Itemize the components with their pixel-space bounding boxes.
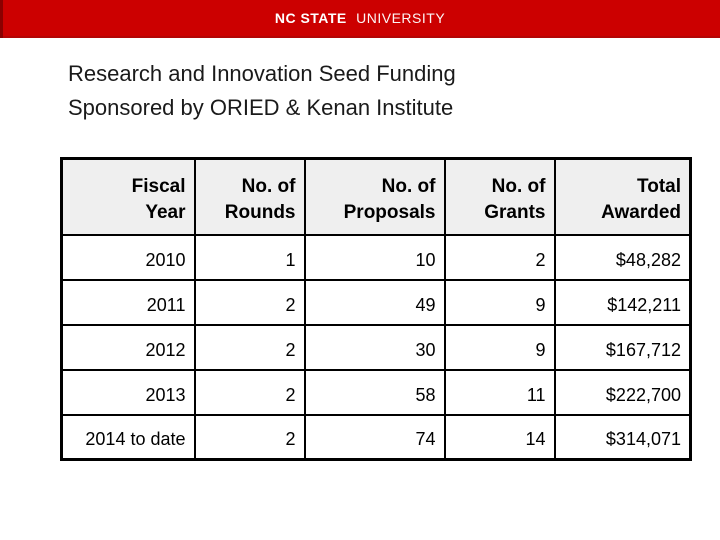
cell-grants: 9 — [443, 323, 556, 371]
slide-title: Research and Innovation Seed Funding Spo… — [68, 57, 456, 125]
cell-total: $142,211 — [553, 278, 692, 326]
cell-proposals: 49 — [303, 278, 446, 326]
col-header-grants: No. of Grants — [443, 157, 556, 236]
banner-left-edge — [0, 0, 3, 38]
col-header-total-awarded: Total Awarded — [553, 157, 692, 236]
col-header-line: No. of — [241, 175, 296, 197]
table-row-2010: 2010 1 10 2 $48,282 — [60, 233, 692, 281]
cell-rounds: 2 — [193, 413, 306, 461]
cell-proposals: 10 — [303, 233, 446, 281]
cell-fiscal-year: 2010 — [60, 233, 196, 281]
cell-total: $222,700 — [553, 368, 692, 416]
cell-rounds: 2 — [193, 278, 306, 326]
seed-funding-table: Fiscal Year No. of Rounds No. of Proposa… — [60, 157, 692, 461]
cell-total: $48,282 — [553, 233, 692, 281]
table-row-2013: 2013 2 58 11 $222,700 — [60, 368, 692, 416]
table-row-2011: 2011 2 49 9 $142,211 — [60, 278, 692, 326]
logo-university: UNIVERSITY — [356, 10, 446, 26]
cell-grants: 9 — [443, 278, 556, 326]
col-header-line: Rounds — [224, 201, 296, 223]
table-row-2014-to-date: 2014 to date 2 74 14 $314,071 — [60, 413, 692, 461]
col-header-line: No. of — [491, 175, 546, 197]
col-header-line: Fiscal — [131, 175, 186, 197]
col-header-fiscal-year: Fiscal Year — [60, 157, 196, 236]
slide-title-line1: Research and Innovation Seed Funding — [68, 61, 456, 86]
cell-fiscal-year: 2012 — [60, 323, 196, 371]
col-header-line: Grants — [484, 201, 546, 223]
cell-fiscal-year: 2014 to date — [60, 413, 196, 461]
col-header-rounds: No. of Rounds — [193, 157, 306, 236]
col-header-proposals: No. of Proposals — [303, 157, 446, 236]
col-header-line: Awarded — [601, 201, 681, 223]
cell-fiscal-year: 2011 — [60, 278, 196, 326]
ncstate-logo: NC STATE UNIVERSITY — [275, 10, 445, 26]
cell-grants: 14 — [443, 413, 556, 461]
cell-total: $167,712 — [553, 323, 692, 371]
cell-grants: 2 — [443, 233, 556, 281]
col-header-line: No. of — [381, 175, 436, 197]
cell-rounds: 2 — [193, 323, 306, 371]
cell-proposals: 58 — [303, 368, 446, 416]
cell-rounds: 1 — [193, 233, 306, 281]
cell-proposals: 74 — [303, 413, 446, 461]
cell-total: $314,071 — [553, 413, 692, 461]
col-header-line: Year — [145, 201, 186, 223]
slide-title-line2: Sponsored by ORIED & Kenan Institute — [68, 95, 454, 120]
table-header-row: Fiscal Year No. of Rounds No. of Proposa… — [60, 157, 692, 236]
table-row-2012: 2012 2 30 9 $167,712 — [60, 323, 692, 371]
cell-rounds: 2 — [193, 368, 306, 416]
logo-nc-state: NC STATE — [274, 10, 347, 26]
col-header-line: Total — [637, 175, 681, 197]
cell-fiscal-year: 2013 — [60, 368, 196, 416]
col-header-line: Proposals — [343, 201, 436, 223]
cell-grants: 11 — [443, 368, 556, 416]
cell-proposals: 30 — [303, 323, 446, 371]
ncstate-banner: NC STATE UNIVERSITY — [0, 0, 720, 38]
